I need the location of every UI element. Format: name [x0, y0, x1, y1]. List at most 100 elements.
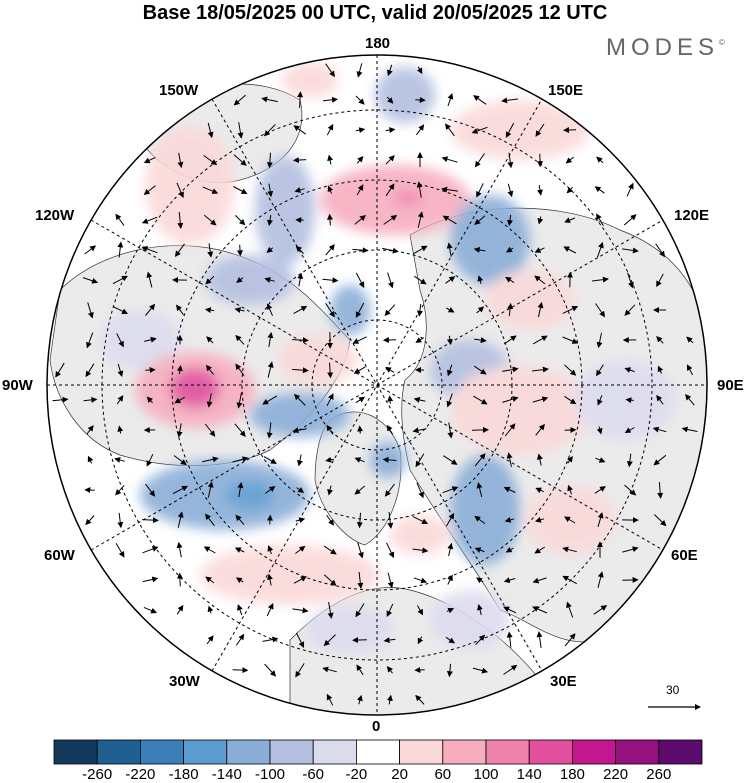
wind-vector [474, 453, 486, 467]
lon-label-90e: 90E [717, 377, 744, 394]
wind-vector [142, 546, 159, 554]
wind-vector [655, 243, 665, 258]
wind-vector [293, 305, 308, 315]
colorbar-tick-label: 220 [603, 766, 629, 783]
wind-vector [562, 336, 579, 344]
wind-vector [473, 246, 486, 253]
colorbar-tick-label: 60 [434, 766, 452, 783]
anomaly-negative [250, 393, 350, 437]
wind-vector [652, 426, 667, 433]
anomaly-positive [200, 545, 380, 605]
wind-vector [506, 452, 513, 467]
wind-vector [356, 184, 364, 196]
wind-vector [626, 453, 633, 468]
anomaly-negative [575, 360, 675, 440]
wind-vector [412, 427, 427, 434]
wind-vector [233, 94, 246, 106]
wind-vector [262, 395, 278, 405]
wind-vector [356, 63, 363, 78]
wind-vector [86, 425, 94, 435]
wind-vector [386, 603, 394, 618]
wind-vector [327, 485, 334, 496]
wind-vector [55, 362, 65, 378]
wind-vector [416, 482, 424, 499]
lon-label-60w: 60W [44, 547, 75, 564]
wind-vector [355, 95, 365, 105]
wind-vector [52, 396, 69, 403]
wind-vector [385, 155, 395, 165]
wind-vector [535, 487, 545, 494]
wind-vector [203, 546, 216, 554]
wind-vector [447, 542, 454, 557]
wind-vector [564, 395, 577, 405]
colorbar-tick-label: -260 [82, 766, 113, 783]
wind-vector [624, 304, 636, 316]
wind-vector [357, 572, 364, 589]
wind-vector [292, 427, 307, 434]
wind-vector [503, 606, 517, 614]
wind-vector [145, 303, 156, 316]
wind-vector [624, 484, 637, 496]
wind-vector [597, 395, 603, 406]
wind-vector [143, 156, 156, 164]
wind-vector [85, 363, 95, 378]
wind-vector [83, 396, 98, 403]
map-title: Base 18/05/2025 00 UTC, valid 20/05/2025… [142, 2, 608, 24]
anomaly-negative [375, 67, 435, 123]
wind-vector [322, 277, 339, 284]
wind-vector [356, 694, 363, 705]
wind-vector [267, 214, 273, 226]
wind-vector [204, 423, 216, 437]
wind-vector [417, 636, 424, 645]
wind-vector [476, 482, 483, 498]
wind-vector [504, 423, 516, 437]
wind-vector [596, 156, 604, 164]
wind-vector [292, 337, 309, 344]
wind-vector [266, 303, 273, 316]
wind-vector [172, 485, 188, 495]
wind-vector [267, 331, 274, 348]
colorbar-tick-label: -60 [302, 766, 325, 783]
wind-vector [141, 246, 158, 254]
wind-vector [266, 152, 273, 169]
wind-vector [474, 515, 486, 525]
wind-vector [145, 367, 156, 374]
wind-vector [445, 512, 455, 527]
wind-vector [237, 482, 244, 498]
wind-vector [267, 183, 274, 198]
wind-vector [446, 242, 453, 257]
wind-vector [532, 577, 547, 584]
wind-vector [473, 395, 488, 405]
wind-vector [505, 276, 515, 284]
lon-label-120w: 120W [35, 207, 75, 224]
lon-label-120e: 120E [674, 207, 710, 224]
wind-vector [507, 302, 514, 317]
map-boundary [46, 54, 708, 716]
wind-vector [475, 634, 486, 646]
wind-vector [292, 157, 307, 164]
wind-vector [653, 454, 667, 466]
wind-vector [84, 245, 97, 255]
wind-vector [292, 367, 309, 374]
wind-vector [176, 365, 183, 375]
wind-vector [293, 576, 307, 584]
wind-vector [442, 486, 459, 494]
wind-vector [356, 512, 363, 529]
wind-vector [356, 156, 364, 164]
wind-vector [507, 152, 514, 169]
wind-vector [266, 514, 273, 525]
colorbar-swatch [399, 739, 444, 765]
anomaly-shading [100, 62, 675, 655]
wind-vector [146, 453, 154, 467]
wind-vector [387, 272, 394, 289]
wind-vector [447, 93, 454, 107]
wind-vector [624, 427, 635, 433]
wind-vector [472, 667, 489, 674]
anomaly-positive [278, 335, 358, 385]
wind-vector [177, 211, 184, 229]
lon-label-150e: 150E [548, 82, 584, 99]
wind-vector [237, 604, 243, 616]
wind-vector [176, 423, 183, 438]
wind-vector [116, 333, 124, 348]
wind-vector [416, 66, 423, 75]
